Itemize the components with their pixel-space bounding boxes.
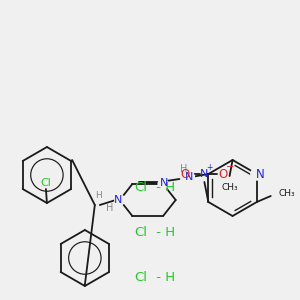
Text: Cl: Cl [135, 226, 148, 239]
Text: CH₃: CH₃ [279, 190, 296, 199]
Text: N: N [114, 195, 122, 205]
Circle shape [115, 195, 125, 205]
Text: N: N [255, 167, 264, 181]
Text: O: O [219, 167, 228, 181]
Text: N: N [200, 169, 208, 179]
Circle shape [158, 179, 168, 189]
Text: Cl: Cl [40, 178, 51, 188]
Text: N: N [160, 178, 168, 188]
Text: Cl: Cl [135, 271, 148, 284]
Text: - H: - H [152, 181, 175, 194]
Text: CH₃: CH₃ [221, 182, 238, 191]
Text: −: − [226, 162, 234, 172]
Text: H: H [106, 203, 113, 213]
Text: O: O [181, 167, 190, 181]
Text: - H: - H [152, 271, 175, 284]
Circle shape [251, 168, 263, 180]
Text: N: N [185, 172, 194, 182]
Circle shape [184, 172, 194, 182]
Text: - H: - H [152, 226, 175, 239]
Text: H: H [180, 164, 187, 174]
Text: H: H [95, 190, 102, 200]
Text: Cl: Cl [135, 181, 148, 194]
Text: +: + [206, 163, 213, 172]
